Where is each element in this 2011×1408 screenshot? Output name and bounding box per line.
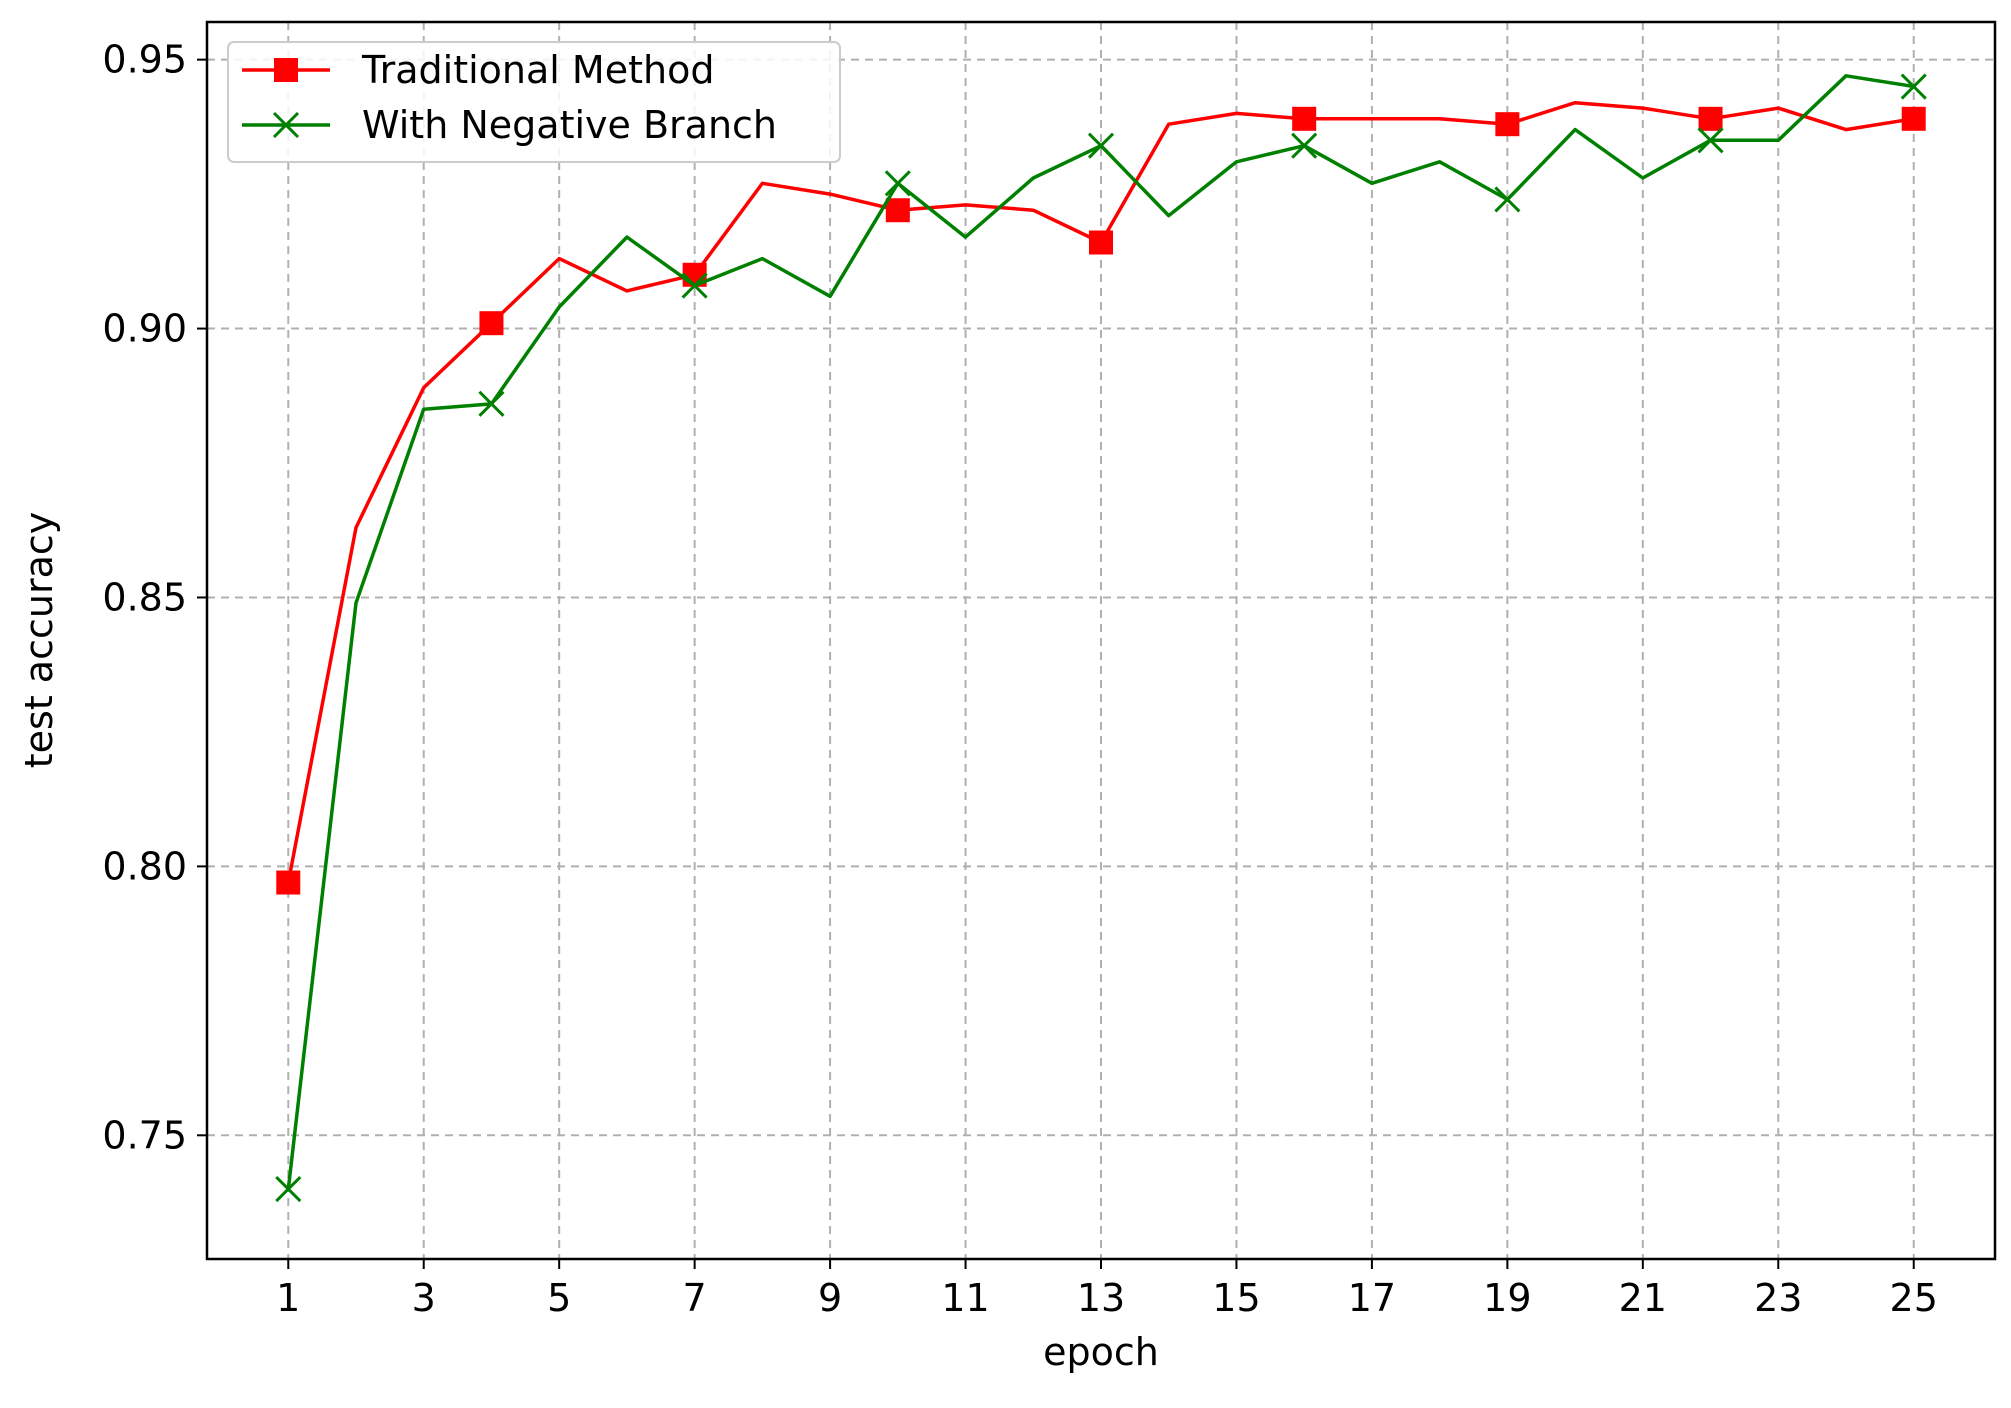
- grid: [207, 22, 1995, 1259]
- data-point-marker: [1900, 73, 1927, 100]
- data-point-marker: [885, 198, 910, 223]
- x-axis: 1 3 5 7 9 11 13 15 17 19 21 23 25: [276, 1259, 1938, 1320]
- data-point-marker: [1089, 230, 1113, 255]
- x-marker-stroke: [272, 111, 300, 139]
- x-tick-label: 19: [1483, 1276, 1531, 1320]
- x-tick-label: 25: [1890, 1276, 1938, 1320]
- x-tick-label: 17: [1348, 1276, 1396, 1320]
- x-marker-stroke: [884, 170, 911, 197]
- legend-swatch-marker: [272, 111, 300, 139]
- x-tick-label: 11: [941, 1276, 989, 1320]
- x-marker-stroke: [1494, 186, 1521, 213]
- data-point-marker: [1698, 106, 1723, 131]
- x-marker-stroke: [1087, 132, 1115, 159]
- data-point-marker: [1901, 106, 1926, 131]
- y-tick-label: 0.80: [102, 844, 187, 888]
- y-tick-label: 0.90: [102, 307, 187, 351]
- x-tick-label: 23: [1754, 1276, 1802, 1320]
- data-point-marker: [478, 390, 505, 417]
- data-point-marker: [1495, 112, 1520, 137]
- x-tick-label: 5: [547, 1276, 571, 1320]
- data-point-marker: [884, 170, 911, 197]
- x-tick-label: 9: [818, 1276, 842, 1320]
- x-tick-label: 21: [1619, 1276, 1667, 1320]
- x-tick-label: 3: [412, 1276, 436, 1320]
- x-marker-stroke: [1291, 132, 1318, 159]
- x-tick-label: 13: [1077, 1276, 1125, 1320]
- series-1: [276, 100, 1926, 895]
- y-tick-label: 0.95: [102, 38, 187, 82]
- data-point-marker: [1697, 127, 1724, 154]
- x-tick-label: 15: [1212, 1276, 1260, 1320]
- x-marker-stroke: [275, 1176, 302, 1203]
- x-marker-stroke: [1900, 73, 1927, 100]
- data-point-marker: [275, 1176, 302, 1203]
- legend-label: With Negative Branch: [362, 103, 777, 147]
- data-point-marker: [1292, 106, 1317, 131]
- data-point-marker: [276, 870, 301, 895]
- y-tick-label: 0.75: [102, 1113, 187, 1157]
- legend-label: Traditional Method: [361, 48, 714, 92]
- x-tick-label: 1: [276, 1276, 300, 1320]
- data-point-marker: [1087, 132, 1115, 159]
- legend-box: [227, 41, 841, 163]
- y-axis: 0.75 0.80 0.85 0.90 0.95: [102, 38, 207, 1157]
- x-axis-title: epoch: [1043, 1330, 1159, 1374]
- data-point-marker: [1494, 186, 1521, 213]
- y-axis-title: test accuracy: [17, 512, 61, 769]
- data-point-marker: [681, 272, 708, 299]
- series-2: [275, 73, 1927, 1203]
- x-tick-label: 7: [683, 1276, 707, 1320]
- x-marker-stroke: [681, 272, 708, 299]
- data-point-marker: [1291, 132, 1318, 159]
- data-point-marker: [479, 311, 504, 336]
- legend: Traditional Method With Negative Branch: [227, 41, 841, 163]
- legend-swatch-marker: [274, 58, 298, 82]
- series-layer: [275, 73, 1927, 1203]
- x-marker-stroke: [478, 390, 505, 417]
- x-marker-stroke: [1697, 127, 1724, 154]
- y-tick-label: 0.85: [102, 575, 187, 619]
